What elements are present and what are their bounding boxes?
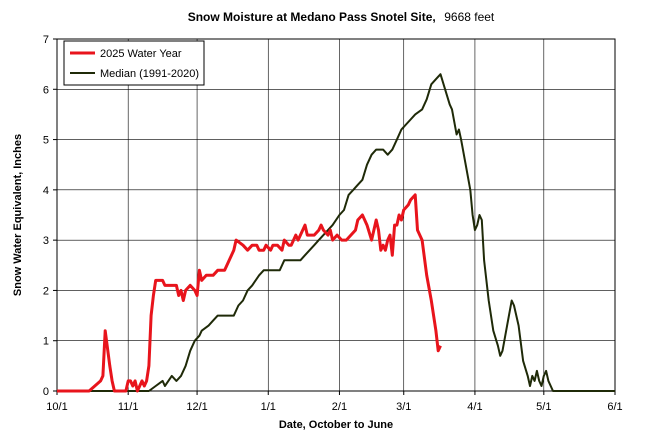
y-tick-label: 5 xyxy=(43,135,49,147)
chart-title-main: Snow Moisture at Medano Pass Snotel Site… xyxy=(188,10,436,24)
y-axis-ticks: 0 1 2 3 4 5 6 7 xyxy=(43,34,57,398)
x-tick-label: 10/1 xyxy=(46,401,67,413)
y-tick-label: 3 xyxy=(43,235,49,247)
x-tick-label: 4/1 xyxy=(467,401,482,413)
y-axis-label: Snow Water Equivalent, Inches xyxy=(12,134,24,296)
x-tick-label: 1/1 xyxy=(261,401,276,413)
x-tick-label: 3/1 xyxy=(396,401,411,413)
series-line-median xyxy=(57,73,615,392)
y-tick-label: 1 xyxy=(43,336,49,348)
legend-label-median: Median (1991-2020) xyxy=(100,68,199,80)
y-tick-label: 7 xyxy=(43,34,49,46)
x-axis-ticks: 10/1 11/1 12/1 1/1 2/1 3/1 4/1 5/1 6/1 xyxy=(46,391,623,413)
y-tick-label: 0 xyxy=(43,386,49,398)
y-tick-label: 4 xyxy=(43,185,49,197)
legend-box xyxy=(63,40,205,86)
x-tick-label: 6/1 xyxy=(607,401,622,413)
y-tick-label: 6 xyxy=(43,84,49,96)
series-line-2025-water-year xyxy=(57,193,442,393)
x-tick-label: 11/1 xyxy=(118,401,139,413)
x-tick-label: 2/1 xyxy=(332,401,347,413)
y-tick-label: 2 xyxy=(43,285,49,297)
legend-label-2025-water-year: 2025 Water Year xyxy=(100,48,182,60)
x-tick-label: 5/1 xyxy=(536,401,551,413)
chart-title: Snow Moisture at Medano Pass Snotel Site… xyxy=(188,8,495,25)
plot-frame xyxy=(56,38,616,392)
gridlines xyxy=(56,38,616,392)
series-layer xyxy=(57,73,615,393)
x-tick-label: 12/1 xyxy=(186,401,207,413)
legend: 2025 Water Year Median (1991-2020) xyxy=(63,40,205,86)
x-axis-label: Date, October to June xyxy=(279,419,393,431)
chart-title-subtitle: 9668 feet xyxy=(444,10,495,24)
